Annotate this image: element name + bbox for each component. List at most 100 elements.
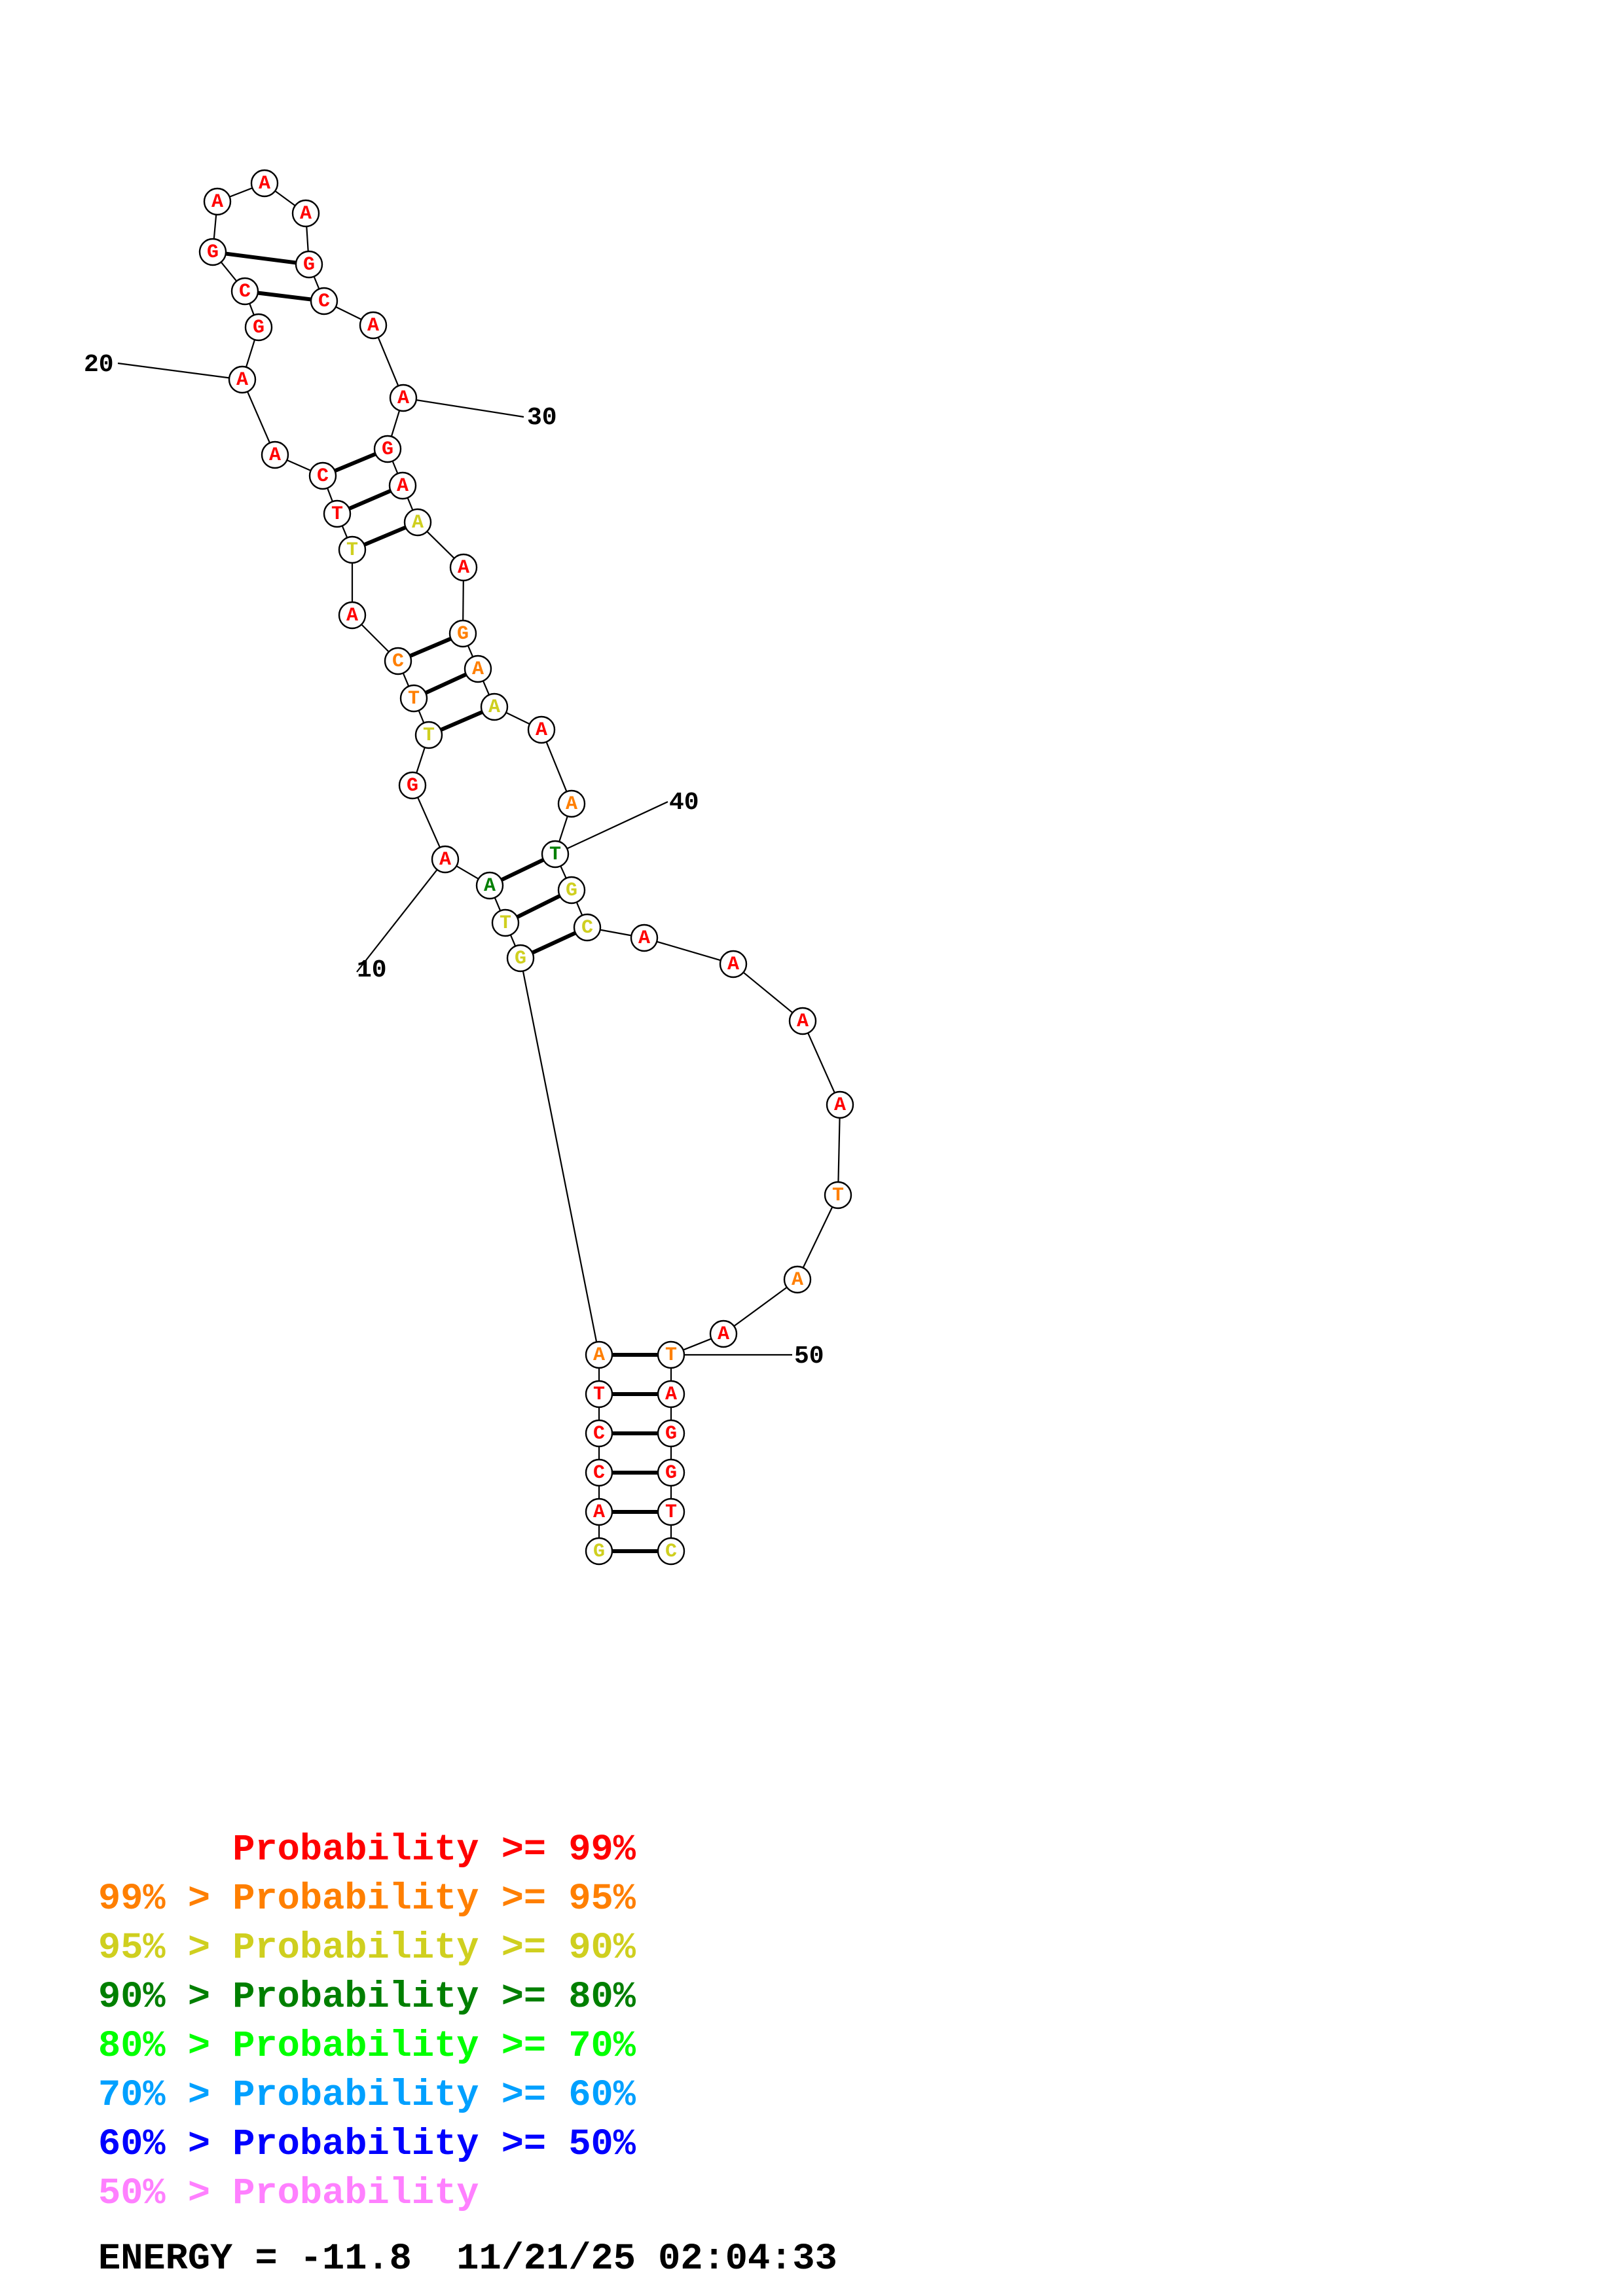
- nucleotide-48: A: [783, 1265, 812, 1294]
- legend-prefix: 50% >: [98, 2173, 233, 2215]
- nucleotide-base: G: [303, 254, 315, 276]
- nucleotide-base: A: [665, 1384, 677, 1406]
- nucleotide-base: T: [408, 688, 420, 710]
- legend-prefix: [98, 1829, 232, 1871]
- backbone-segment: [558, 816, 568, 842]
- backbone-segment: [392, 461, 399, 474]
- legend-text: Probability >= 99%: [232, 1829, 636, 1871]
- nucleotide-base: G: [665, 1462, 677, 1484]
- nucleotide-base: T: [665, 1501, 677, 1524]
- nucleotide-base: G: [207, 242, 219, 264]
- backbone-segment: [742, 971, 793, 1014]
- nucleotide-circle: [388, 471, 417, 500]
- nucleotide-circle: [308, 461, 337, 490]
- nucleotide-43: A: [630, 924, 659, 952]
- nucleotide-44: A: [719, 950, 748, 978]
- nucleotide-circle: [373, 435, 402, 463]
- tick-label-30: 30: [527, 404, 557, 432]
- nucleotide-49: A: [709, 1319, 738, 1348]
- backbone: [213, 187, 841, 1538]
- nucleotide-circle: [657, 1380, 685, 1408]
- backbone-segment: [482, 680, 490, 696]
- nucleotide-base: A: [367, 315, 379, 337]
- nucleotide-circle: [244, 313, 273, 342]
- nucleotide-circle: [198, 238, 227, 266]
- nucleotide-39: A: [557, 789, 586, 818]
- backbone-segment: [229, 187, 253, 198]
- nucleotide-32: A: [388, 471, 417, 500]
- tick-line-40: [555, 801, 668, 855]
- base-pair-14-35: [409, 637, 452, 658]
- nucleotide-8: T: [491, 908, 520, 937]
- backbone-segment: [274, 190, 296, 207]
- nucleotide-36: A: [464, 655, 492, 683]
- nucleotide-circle: [657, 1340, 685, 1369]
- legend-prefix: 99% >: [98, 1878, 233, 1920]
- base-pairs: [225, 251, 658, 1553]
- nucleotide-circle: [230, 277, 259, 306]
- tick-line-20: [117, 362, 243, 381]
- legend-row: 95% > Probability >= 90%: [98, 1924, 636, 1973]
- nucleotide-base: G: [253, 317, 264, 339]
- legend-prefix: 60% >: [98, 2124, 233, 2166]
- nucleotide-42: C: [573, 913, 602, 942]
- legend-prefix: 80% >: [98, 2026, 233, 2068]
- backbone-segment: [335, 306, 362, 321]
- nucleotide-circle: [475, 871, 504, 900]
- nucleotide-circle: [228, 365, 257, 394]
- backbone-segment: [505, 711, 530, 725]
- legend-text: Probability >= 90%: [232, 1928, 636, 1969]
- nucleotide-base: T: [832, 1185, 844, 1207]
- nucleotide-circle: [585, 1498, 613, 1526]
- nucleotide-circle: [541, 840, 570, 869]
- backbone-segment: [733, 1286, 788, 1327]
- nucleotide-base: A: [536, 719, 547, 742]
- nucleotide-1: G: [585, 1537, 613, 1566]
- nucleotide-circle: [719, 950, 748, 978]
- backbone-segment: [402, 673, 410, 687]
- nucleotide-circle: [630, 924, 659, 952]
- backbone-segment: [361, 624, 390, 653]
- backbone-segment: [213, 214, 217, 240]
- nucleotide-base: A: [484, 875, 496, 897]
- legend-text: Probability >= 95%: [232, 1878, 636, 1920]
- nucleotide-10: A: [431, 845, 460, 874]
- nucleotide-35: G: [448, 619, 477, 648]
- nucleotide-circle: [557, 876, 586, 905]
- nucleotide-29: A: [359, 311, 388, 340]
- backbone-segment: [286, 459, 312, 471]
- nucleotide-37: A: [480, 692, 509, 721]
- nucleotide-base: C: [318, 291, 330, 313]
- nucleotide-circle: [398, 771, 427, 800]
- nucleotide-19: A: [261, 440, 289, 469]
- nucleotides: GACCTAGTAAGTTCATTCAAGCGAAAGCAAGAAAGAAAAT…: [198, 169, 854, 1566]
- backbone-segment: [456, 865, 479, 880]
- nucleotide-circle: [657, 1498, 685, 1526]
- legend-prefix: 95% >: [98, 1928, 233, 1969]
- tick-line-10: [356, 859, 446, 973]
- nucleotide-26: A: [291, 199, 320, 228]
- nucleotide-circle: [657, 1458, 685, 1487]
- backbone-segment: [416, 747, 426, 774]
- nucleotide-base: C: [593, 1423, 605, 1445]
- nucleotide-40: T: [541, 840, 570, 869]
- legend-row: 70% > Probability >= 60%: [98, 2072, 636, 2121]
- nucleotide-15: A: [338, 601, 367, 630]
- nucleotide-base: A: [792, 1269, 803, 1291]
- nucleotide-base: C: [317, 465, 329, 488]
- nucleotide-circle: [203, 187, 232, 216]
- backbone-segment: [494, 897, 501, 911]
- backbone-segment: [327, 488, 333, 502]
- nucleotide-30: A: [389, 384, 418, 412]
- backbone-segment: [837, 1117, 841, 1183]
- nucleotide-46: A: [826, 1090, 854, 1119]
- nucleotide-circle: [338, 601, 367, 630]
- legend-row: 90% > Probability >= 80%: [98, 1973, 636, 2022]
- nucleotide-circle: [403, 508, 432, 537]
- backbone-segment: [467, 645, 474, 658]
- nucleotide-base: G: [593, 1541, 605, 1563]
- nucleotide-7: G: [506, 944, 535, 973]
- tick-line-30: [403, 397, 524, 418]
- nucleotide-base: A: [259, 173, 270, 195]
